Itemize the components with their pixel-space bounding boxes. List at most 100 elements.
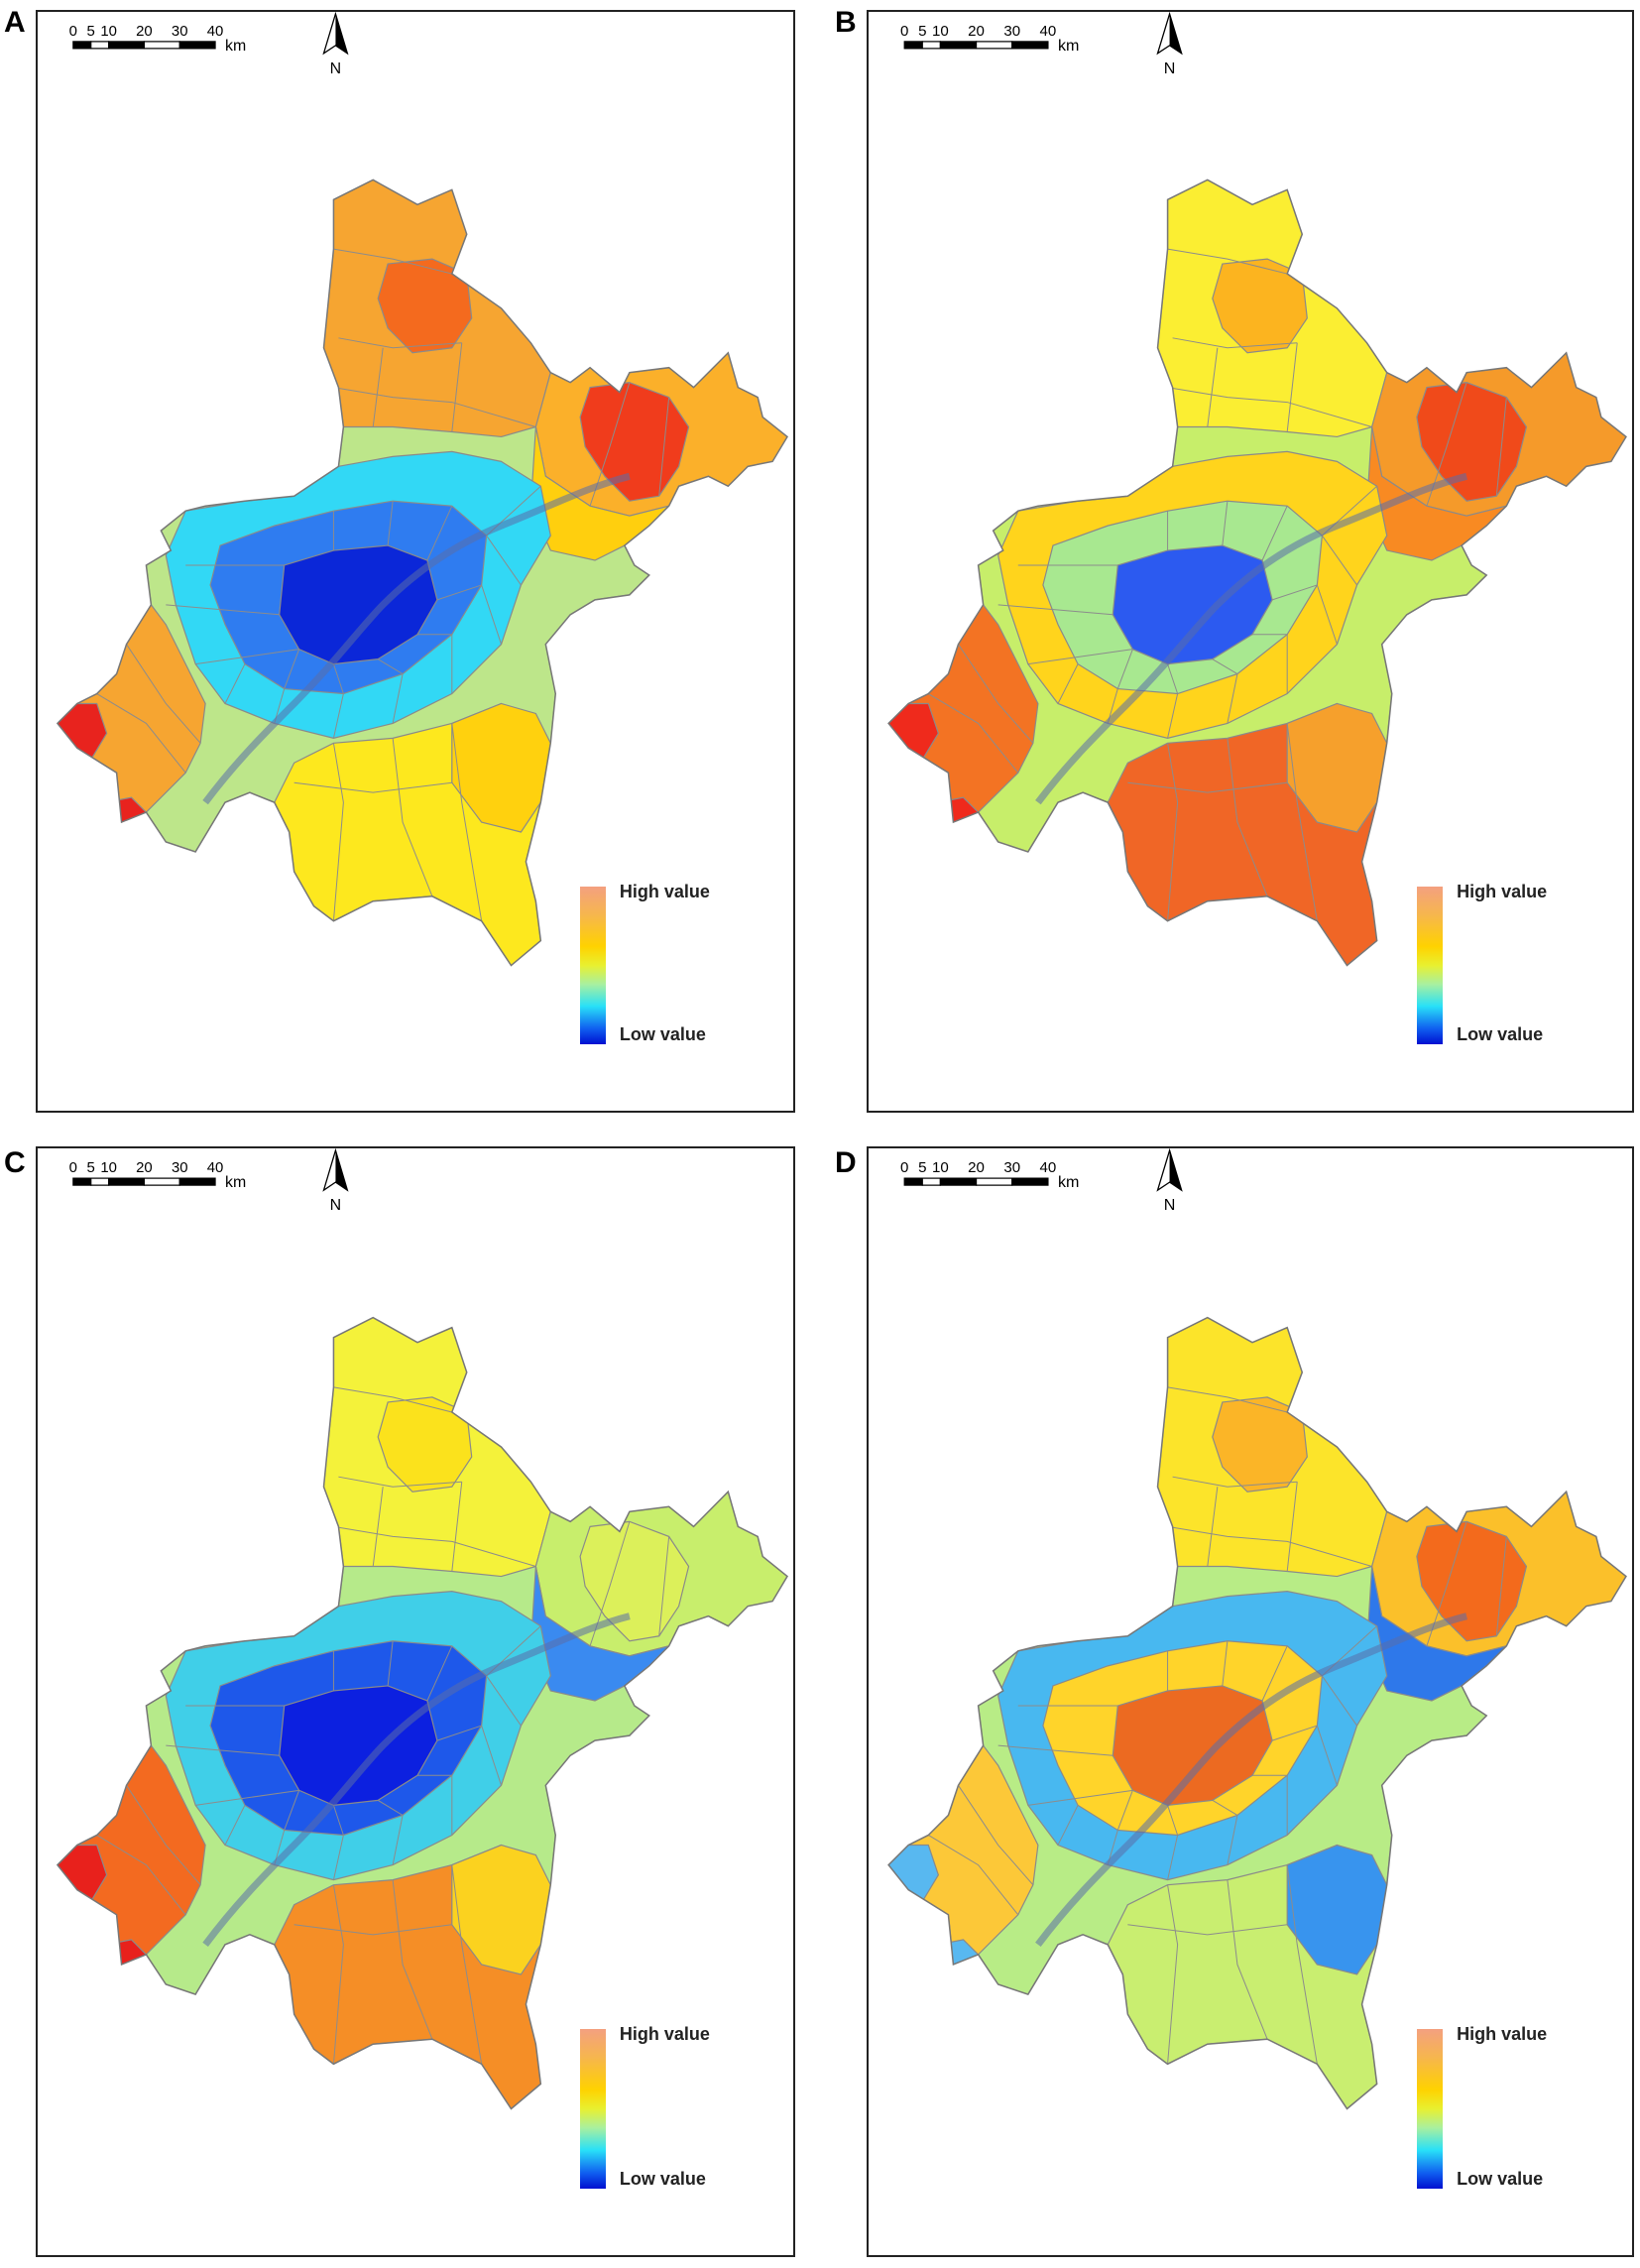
district-boundary — [451, 342, 463, 432]
district-boundary — [1172, 1476, 1298, 1488]
district-boundary — [1321, 1675, 1357, 1727]
district-boundary — [1027, 1789, 1133, 1806]
map-panel-a: 0 5 10 20 30 40 km N High value Low value — [36, 10, 795, 1113]
district-boundary — [1316, 1725, 1338, 1786]
district-boundary — [1167, 1525, 1372, 1567]
scale-bar-segment — [939, 41, 978, 50]
map-zone-north-core — [1212, 258, 1308, 354]
scale-tick-label: 0 — [900, 1159, 908, 1176]
map-zone-north-core — [377, 258, 473, 354]
north-label: N — [1164, 60, 1176, 77]
district-boundary — [1286, 723, 1318, 921]
district-boundary — [1167, 387, 1372, 427]
district-boundary — [372, 1487, 384, 1567]
legend-color-ramp — [580, 2029, 607, 2189]
north-arrow-icon: N — [1156, 1148, 1183, 1214]
district-boundary — [332, 743, 344, 921]
district-boundary — [392, 1879, 433, 2040]
district-boundary — [1222, 1640, 1229, 1686]
district-boundary — [1271, 584, 1318, 601]
panel-label-b: B — [835, 6, 857, 39]
legend-high-label: High value — [1457, 2024, 1548, 2045]
legend-color-ramp — [580, 886, 607, 1045]
north-arrow-icon: N — [322, 1148, 349, 1214]
scale-tick-label: 40 — [1040, 1159, 1057, 1176]
legend-low-label: Low value — [619, 1024, 706, 1045]
scale-tick-label: 30 — [172, 23, 188, 40]
scale-bar-segment — [143, 41, 180, 50]
district-boundary — [481, 1725, 503, 1786]
district-boundary — [332, 1805, 344, 1836]
scale-tick-label: 30 — [1003, 23, 1020, 40]
district-boundary — [377, 1799, 404, 1816]
district-boundary — [451, 1864, 483, 2065]
district-boundary — [1057, 663, 1079, 704]
scale-bar-segment — [108, 41, 146, 50]
district-boundary — [1227, 1879, 1268, 2040]
scale-tick-label: 0 — [69, 23, 77, 40]
panel-label-d: D — [835, 1146, 857, 1179]
district-boundary — [1222, 501, 1229, 546]
district-boundary — [332, 663, 344, 694]
district-boundary — [1286, 1864, 1318, 2065]
scale-tick-label: 10 — [932, 23, 949, 40]
scale-unit-label: km — [1058, 38, 1079, 55]
district-boundary — [1286, 1482, 1298, 1572]
district-boundary — [451, 1482, 463, 1572]
district-boundary — [1167, 1884, 1179, 2065]
scale-bar-segment — [90, 41, 110, 50]
district-boundary — [1116, 1790, 1133, 1831]
map-panel-c: 0 5 10 20 30 40 km N High value Low value — [36, 1146, 795, 2257]
map-zone-north-core — [1212, 1396, 1308, 1492]
district-boundary — [481, 584, 503, 645]
legend-high-label: High value — [619, 2024, 710, 2045]
river-line — [202, 1612, 631, 1947]
district-boundary — [293, 1924, 452, 1936]
scale-tick-label: 10 — [100, 23, 117, 40]
district-boundary — [1167, 693, 1179, 739]
district-boundary — [928, 693, 1019, 774]
panel-label-a: A — [4, 6, 26, 39]
district-boundary — [486, 535, 522, 586]
legend-low-label: Low value — [1457, 1024, 1544, 1045]
scale-unit-label: km — [1058, 1173, 1079, 1191]
district-boundary — [392, 738, 433, 896]
map-panel-d: 0 5 10 20 30 40 km N High value Low value — [867, 1146, 1634, 2257]
scale-tick-label: 30 — [172, 1159, 188, 1176]
district-boundary — [284, 1790, 300, 1831]
legend-color-ramp — [1416, 886, 1443, 1045]
district-boundary — [332, 1884, 344, 2065]
district-boundary — [195, 1789, 299, 1806]
district-boundary — [284, 649, 300, 689]
scale-tick-label: 0 — [900, 23, 908, 40]
district-boundary — [224, 1805, 246, 1846]
district-boundary — [96, 693, 186, 774]
district-boundary — [1316, 584, 1338, 645]
scale-bar-segment — [921, 41, 941, 50]
scale-bar-segment — [90, 1177, 110, 1186]
scale-bar-segment — [178, 1177, 216, 1186]
map-outline — [56, 1316, 789, 2110]
district-boundary — [1167, 1835, 1179, 1880]
district-boundary — [96, 1835, 186, 1916]
district-boundary — [658, 397, 670, 497]
district-boundary — [293, 781, 452, 793]
scale-tick-label: 5 — [87, 1159, 95, 1176]
scale-tick-label: 5 — [918, 23, 926, 40]
river-line — [1035, 472, 1467, 805]
district-boundary — [1212, 1799, 1238, 1816]
district-boundary — [1271, 1725, 1318, 1741]
district-boundary — [338, 337, 462, 349]
map-outline — [887, 179, 1627, 967]
panel-label-c: C — [4, 1146, 26, 1179]
district-boundary — [1027, 649, 1133, 665]
scale-tick-label: 5 — [918, 1159, 926, 1176]
scale-tick-label: 10 — [932, 1159, 949, 1176]
